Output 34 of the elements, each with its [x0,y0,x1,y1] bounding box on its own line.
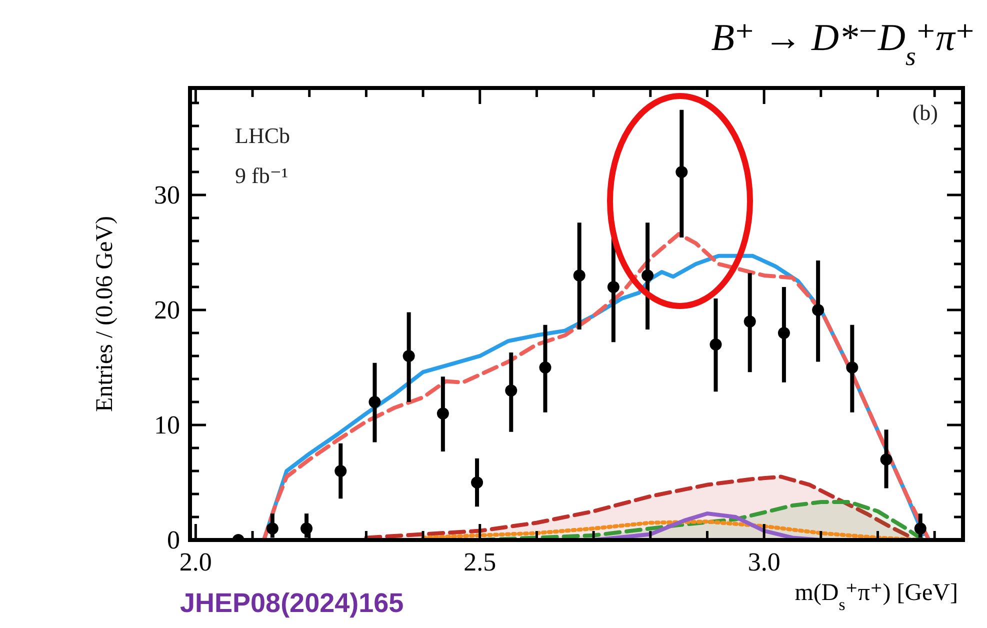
annotation: 9 fb⁻¹ [235,163,288,188]
point [744,315,756,328]
y-tick-label: 0 [167,525,180,554]
point [846,361,858,374]
point [880,453,892,466]
point [710,338,722,350]
point [914,522,926,534]
x-tick-label: 2.5 [464,547,496,576]
point [778,326,790,339]
x-axis-title: m(D$_{s}$⁺π⁺) [GeV] [794,580,958,614]
point [266,522,278,534]
point [402,350,415,362]
point [642,269,654,282]
point [573,269,586,282]
y-tick-label: 10 [154,410,180,440]
point [676,166,688,178]
point [300,522,313,534]
x-tick-label: 2.0 [179,547,212,576]
y-tick-label: 30 [154,180,180,210]
point [471,476,484,488]
point [812,304,824,316]
y-axis-title: Entries / (0.06 GeV) [92,216,118,412]
annotation: (b) [912,100,938,125]
chart-title: B⁺ → D*⁻D$_{s}$⁺π⁺ [711,17,975,71]
x-tick-label: 3.0 [748,547,780,576]
text: JHEP08(2024)165 [180,588,404,618]
point [607,280,620,293]
point [505,384,518,396]
point [334,464,347,477]
point [368,396,381,408]
y-tick-label: 20 [154,295,180,324]
annotation: LHCb [235,123,290,148]
point [436,407,449,420]
point [539,361,552,374]
